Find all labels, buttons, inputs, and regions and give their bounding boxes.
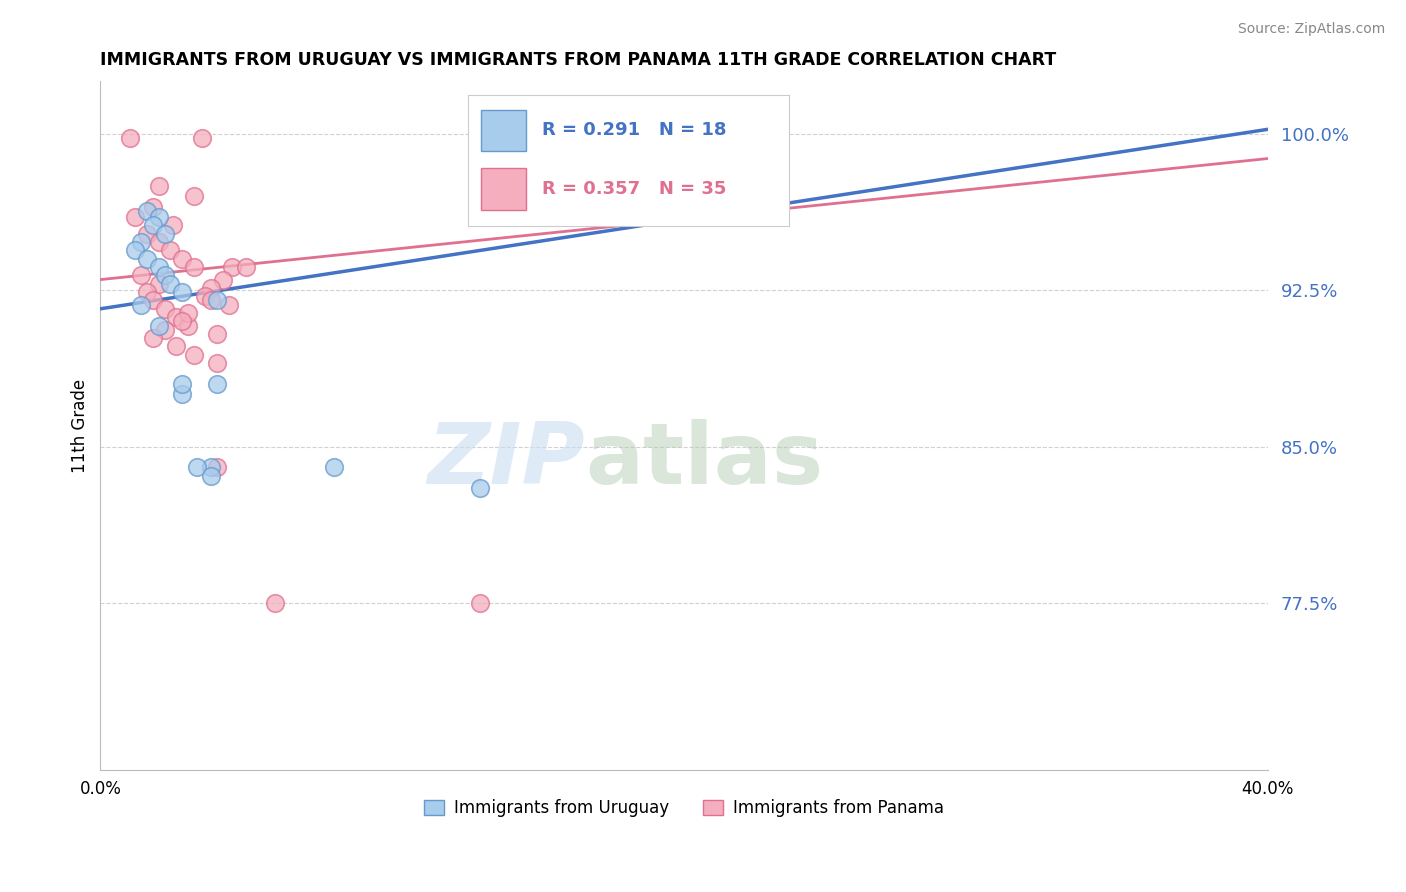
Point <box>148 260 170 274</box>
Point <box>177 306 200 320</box>
Point <box>153 268 176 283</box>
Point <box>191 130 214 145</box>
Point <box>183 260 205 274</box>
Point <box>165 310 187 325</box>
Point <box>205 293 228 308</box>
Point <box>142 331 165 345</box>
Point <box>118 130 141 145</box>
Point <box>205 356 228 370</box>
Point <box>183 189 205 203</box>
Point <box>153 227 176 241</box>
Point <box>170 285 193 299</box>
Point <box>124 210 146 224</box>
Point <box>148 210 170 224</box>
Point <box>142 219 165 233</box>
Point <box>200 293 222 308</box>
Point <box>129 298 152 312</box>
Point <box>136 252 159 266</box>
Point <box>148 318 170 333</box>
Point <box>322 460 344 475</box>
Point <box>153 301 176 316</box>
Point <box>159 244 181 258</box>
Point <box>129 235 152 249</box>
Point <box>136 203 159 218</box>
Point <box>159 277 181 291</box>
Point <box>205 376 228 391</box>
Point <box>142 293 165 308</box>
Point <box>468 481 491 495</box>
Point <box>129 268 152 283</box>
Point <box>183 348 205 362</box>
Point <box>264 596 287 610</box>
Point <box>142 200 165 214</box>
Point <box>200 281 222 295</box>
Point <box>200 468 222 483</box>
Point <box>170 387 193 401</box>
Point <box>136 227 159 241</box>
Point <box>170 376 193 391</box>
Point <box>205 460 228 475</box>
Point <box>148 277 170 291</box>
Point <box>148 178 170 193</box>
Point <box>148 235 170 249</box>
Text: atlas: atlas <box>585 418 823 501</box>
Point <box>124 244 146 258</box>
Point <box>153 323 176 337</box>
Point <box>205 326 228 341</box>
Point <box>170 252 193 266</box>
Point <box>170 314 193 328</box>
Text: Source: ZipAtlas.com: Source: ZipAtlas.com <box>1237 22 1385 37</box>
Text: IMMIGRANTS FROM URUGUAY VS IMMIGRANTS FROM PANAMA 11TH GRADE CORRELATION CHART: IMMIGRANTS FROM URUGUAY VS IMMIGRANTS FR… <box>100 51 1056 69</box>
Point <box>186 460 208 475</box>
Point <box>221 260 243 274</box>
Point <box>162 219 184 233</box>
Text: ZIP: ZIP <box>427 418 585 501</box>
Point <box>235 260 257 274</box>
Point <box>218 298 240 312</box>
Point <box>177 318 200 333</box>
Point <box>165 339 187 353</box>
Point <box>468 596 491 610</box>
Point <box>200 460 222 475</box>
Legend: Immigrants from Uruguay, Immigrants from Panama: Immigrants from Uruguay, Immigrants from… <box>418 792 950 823</box>
Point <box>136 285 159 299</box>
Point <box>212 272 235 286</box>
Y-axis label: 11th Grade: 11th Grade <box>72 378 89 473</box>
Point <box>194 289 217 303</box>
